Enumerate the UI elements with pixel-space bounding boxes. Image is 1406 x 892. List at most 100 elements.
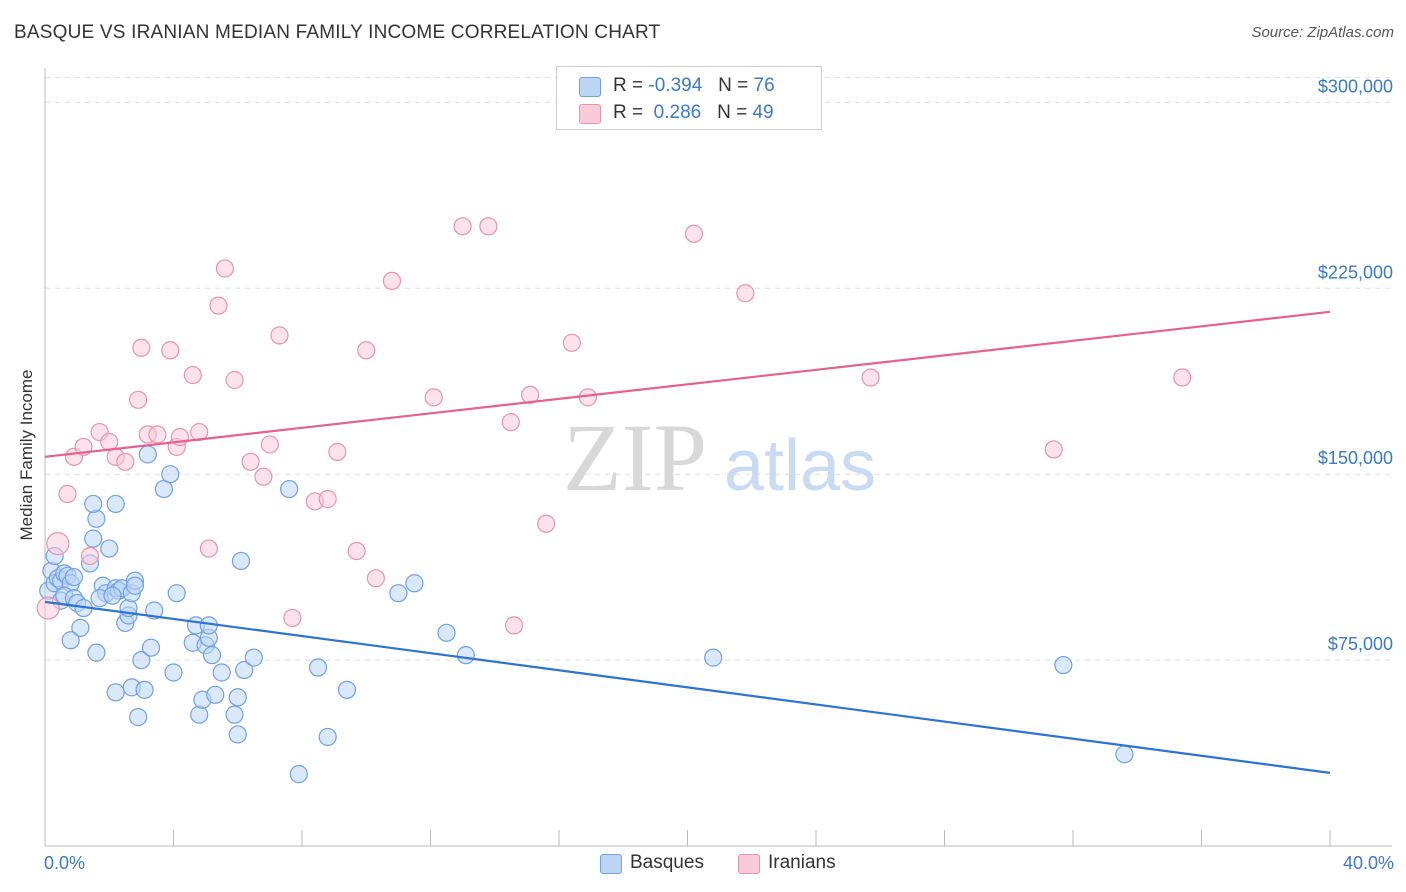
- basques-point-14: [71, 618, 90, 637]
- basques-point-46: [161, 465, 180, 484]
- basques-point-75: [1054, 655, 1073, 675]
- iranians-r-label: R =: [613, 102, 644, 123]
- basques-point-40: [135, 680, 154, 699]
- iranians-point-31: [347, 541, 366, 561]
- basques-r-value: -0.394: [648, 75, 703, 96]
- basques-point-34: [125, 576, 145, 595]
- basques-point-39: [132, 650, 151, 670]
- y-tick-label-1: $150,000: [1318, 448, 1393, 468]
- iranians-point-48: [1173, 368, 1192, 387]
- iranians-point-47: [1044, 440, 1063, 459]
- watermark-zip: ZIP: [563, 404, 707, 511]
- basques-point-19: [87, 509, 106, 528]
- iranians-point-18: [190, 422, 209, 442]
- basques-point-69: [337, 680, 357, 699]
- iranians-point-0: [36, 596, 60, 620]
- iranians-point-42: [562, 333, 581, 352]
- legend-iranians-text: R = 0.286 N = 49: [613, 102, 774, 124]
- basques-n-label: N =: [718, 75, 749, 96]
- basques-point-74: [704, 648, 723, 667]
- iranians-point-34: [382, 271, 402, 290]
- basques-point-68: [318, 727, 337, 747]
- basques-point-65: [280, 479, 299, 499]
- basques-point-20: [84, 494, 103, 514]
- iranians-n-label: N =: [717, 102, 748, 123]
- iranians-point-24: [254, 467, 273, 486]
- iranians-point-2: [58, 484, 77, 504]
- iranians-point-13: [148, 425, 167, 444]
- axes: [44, 68, 1392, 847]
- bottom-iranians-swatch: [738, 854, 760, 874]
- basques-point-60: [228, 688, 247, 707]
- basques-point-58: [212, 663, 231, 682]
- iranians-point-17: [183, 365, 202, 385]
- basques-point-73: [456, 646, 475, 665]
- chart-title: BASQUE VS IRANIAN MEDIAN FAMILY INCOME C…: [14, 22, 661, 43]
- basques-point-64: [244, 648, 263, 667]
- iranians-point-45: [736, 284, 755, 303]
- iranians-point-44: [684, 224, 704, 243]
- basques-point-16: [61, 631, 80, 650]
- y-tick-label-0: $75,000: [1328, 634, 1393, 654]
- basques-point-36: [87, 643, 106, 662]
- y-axis-label: Median Family Income: [17, 369, 36, 540]
- iranians-point-11: [132, 338, 151, 357]
- gridlines: [45, 77, 1392, 661]
- source-label: Source: ZipAtlas.com: [1251, 24, 1394, 41]
- iranians-point-10: [129, 390, 148, 409]
- basques-trend-line: [44, 600, 1331, 774]
- iranians-point-41: [537, 514, 556, 533]
- y-tick-label-3: $300,000: [1318, 76, 1393, 96]
- basques-point-66: [289, 765, 308, 784]
- basques-point-56: [202, 646, 222, 665]
- basques-point-76: [1115, 745, 1134, 764]
- iranians-point-25: [260, 435, 279, 454]
- basques-r-label: R =: [613, 75, 644, 96]
- watermark-atlas: atlas: [724, 426, 876, 506]
- iranians-point-27: [283, 608, 302, 628]
- y-tick-label-2: $225,000: [1318, 262, 1393, 282]
- bottom-basques-label: Basques: [630, 852, 704, 873]
- basques-point-71: [405, 574, 424, 593]
- basques-point-44: [138, 445, 157, 464]
- iranians-n-value: 49: [752, 102, 774, 123]
- bottom-iranians-label: Iranians: [768, 852, 836, 873]
- x-tick-label-right: 40.0%: [1343, 853, 1394, 873]
- basques-point-61: [228, 725, 247, 744]
- iranians-trend-line: [44, 310, 1331, 458]
- basques-point-8: [64, 567, 84, 587]
- iranians-point-21: [215, 259, 234, 278]
- iranians-point-26: [270, 326, 289, 345]
- iranians-point-32: [357, 341, 376, 360]
- basques-point-27: [106, 494, 125, 514]
- x-tick-label-left: 0.0%: [44, 853, 85, 873]
- bottom-basques-swatch: [600, 854, 622, 874]
- basques-point-59: [225, 705, 244, 724]
- iranians-point-20: [209, 296, 228, 315]
- iranians-point-19: [199, 539, 218, 558]
- y-tick-labels: $75,000 $150,000 $225,000 $300,000: [1318, 76, 1393, 654]
- basques-point-41: [141, 638, 161, 657]
- iranians-point-23: [241, 452, 260, 471]
- iranians-point-39: [504, 616, 524, 635]
- basques-point-57: [206, 685, 225, 704]
- basques-point-72: [437, 623, 456, 642]
- iranians-point-14: [161, 341, 180, 360]
- basques-point-37: [106, 683, 125, 702]
- basques-swatch: [579, 77, 601, 97]
- basques-point-48: [164, 663, 183, 682]
- iranians-point-22: [225, 370, 244, 390]
- iranians-point-29: [318, 489, 337, 509]
- watermark: ZIP atlas: [563, 404, 876, 511]
- iranians-point-46: [861, 368, 880, 387]
- iranians-r-value: 0.286: [648, 102, 702, 123]
- basques-n-value: 76: [753, 75, 775, 96]
- basques-point-24: [100, 539, 119, 558]
- basques-point-63: [235, 660, 254, 680]
- basques-point-62: [231, 551, 251, 571]
- basques-point-51: [190, 705, 209, 724]
- basques-point-35: [103, 586, 122, 605]
- iranians-point-38: [501, 413, 520, 432]
- basques-point-18: [84, 529, 103, 548]
